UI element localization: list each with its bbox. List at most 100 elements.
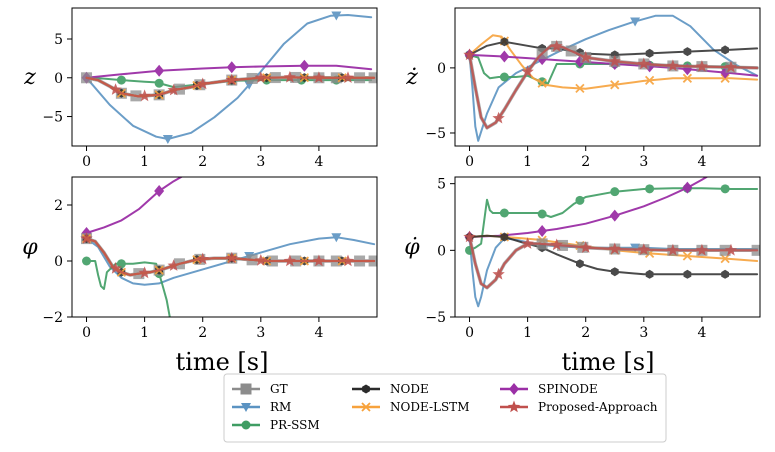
marker-proposed [167,83,180,96]
legend-entry-rm: RM [232,400,291,414]
legend-marker-nodelstm [361,402,371,412]
x-tick-label: 1 [140,154,149,170]
marker-proposed [637,57,650,70]
marker-node [500,232,509,242]
series-group [81,11,377,145]
marker-proposed [341,71,355,83]
legend-label: RM [270,400,291,414]
marker-proposed [695,60,709,72]
marker-nodelstm [720,253,730,264]
marker-proposed [138,266,151,279]
x-tick-label: 0 [465,325,474,341]
y-tick-label: 0 [54,71,63,87]
x-tick-label: 3 [639,325,648,341]
marker-proposed [666,243,679,256]
marker-proposed [608,54,621,67]
marker-rm [331,11,342,21]
series-group [463,177,760,308]
x-tick-label: 3 [639,154,648,170]
marker-proposed [637,243,650,255]
legend-entries: GT RM PR-SSM NODE NODE-LSTM SPINODE Proposed-A… [232,382,658,432]
marker-spinode [537,225,548,237]
x-tick-label: 2 [198,325,207,341]
x-tick-label: 4 [697,154,706,170]
y-axis-label: z [23,65,36,90]
marker-proposed [341,254,355,267]
subplot-phi: 0 1 2 3 4 −2 0 2 φ time [s] [22,176,378,376]
marker-spinode [682,181,693,194]
marker-prssm [610,187,620,197]
marker-node [576,259,584,269]
marker-nodelstm [682,73,693,83]
y-tick-label: −5 [42,110,63,126]
axes-frame [454,7,761,147]
series-line-spinode [468,177,709,238]
marker-proposed [138,89,151,102]
axis-ticks: 0 1 2 3 4 −5 0 [425,61,706,170]
series-line-prssm [468,187,759,252]
x-axis-label: time [s] [562,348,655,376]
marker-proposed [463,230,476,243]
marker-proposed [225,73,238,86]
subplot-phidot: 0 1 2 3 4 −5 0 5 φ̇ time [s] [404,176,761,376]
marker-proposed [283,254,296,267]
series-proposed [85,70,376,102]
x-tick-label: 4 [697,325,706,341]
marker-nodelstm [682,251,693,261]
marker-node [721,269,729,279]
axis-ticks: 0 1 2 3 4 −2 0 2 [42,198,323,341]
marker-rm [331,233,342,243]
marker-spinode [299,59,310,72]
legend-label: SPINODE [538,382,598,396]
x-tick-label: 3 [256,154,265,170]
legend-marker-prssm [241,420,251,430]
marker-proposed [492,111,505,124]
x-tick-label: 4 [314,154,323,170]
series-gt [467,235,760,290]
series-rm [85,11,373,145]
marker-proposed [109,83,122,95]
y-tick-label: 0 [437,243,446,259]
y-axis-label: ż [405,65,418,90]
marker-proposed [666,59,679,72]
y-tick-label: −5 [425,126,446,142]
marker-rm [162,135,173,145]
marker-spinode [609,209,620,222]
y-axis-label: φ [22,235,38,260]
y-tick-label: 0 [54,254,63,270]
series-line-proposed [468,235,759,289]
marker-rm [630,17,641,27]
series-proposed [463,39,759,129]
legend-box [223,373,667,443]
legend-entry-proposed: Proposed-Approach [500,400,658,414]
subplot-zdot: 0 1 2 3 4 −5 0 ż [405,7,761,170]
marker-spinode [499,50,510,63]
marker-proposed [492,267,505,280]
marker-proposed [254,254,267,266]
marker-proposed [521,237,534,249]
marker-proposed [254,71,267,83]
marker-prssm [537,209,547,219]
marker-proposed [579,241,592,253]
legend-label: GT [270,382,288,396]
marker-prssm [645,184,655,194]
marker-proposed [80,232,93,244]
marker-proposed [167,259,180,271]
x-tick-label: 2 [198,154,207,170]
y-tick-label: −2 [42,310,63,326]
marker-proposed [724,60,738,73]
x-tick-label: 4 [314,325,323,341]
axes-frame [71,176,378,318]
marker-spinode [154,185,165,197]
series-line-rm [468,14,759,142]
subplot-z: 0 1 2 3 4 −5 0 5 z [23,7,378,170]
x-tick-label: 3 [256,325,265,341]
marker-prssm [82,256,92,266]
marker-prssm [720,184,730,194]
series-rm [468,14,759,142]
marker-proposed [695,243,709,256]
x-tick-label: 0 [82,325,91,341]
legend-marker-proposed [507,400,521,413]
legend-marker-spinode [509,383,519,395]
marker-proposed [463,48,476,61]
